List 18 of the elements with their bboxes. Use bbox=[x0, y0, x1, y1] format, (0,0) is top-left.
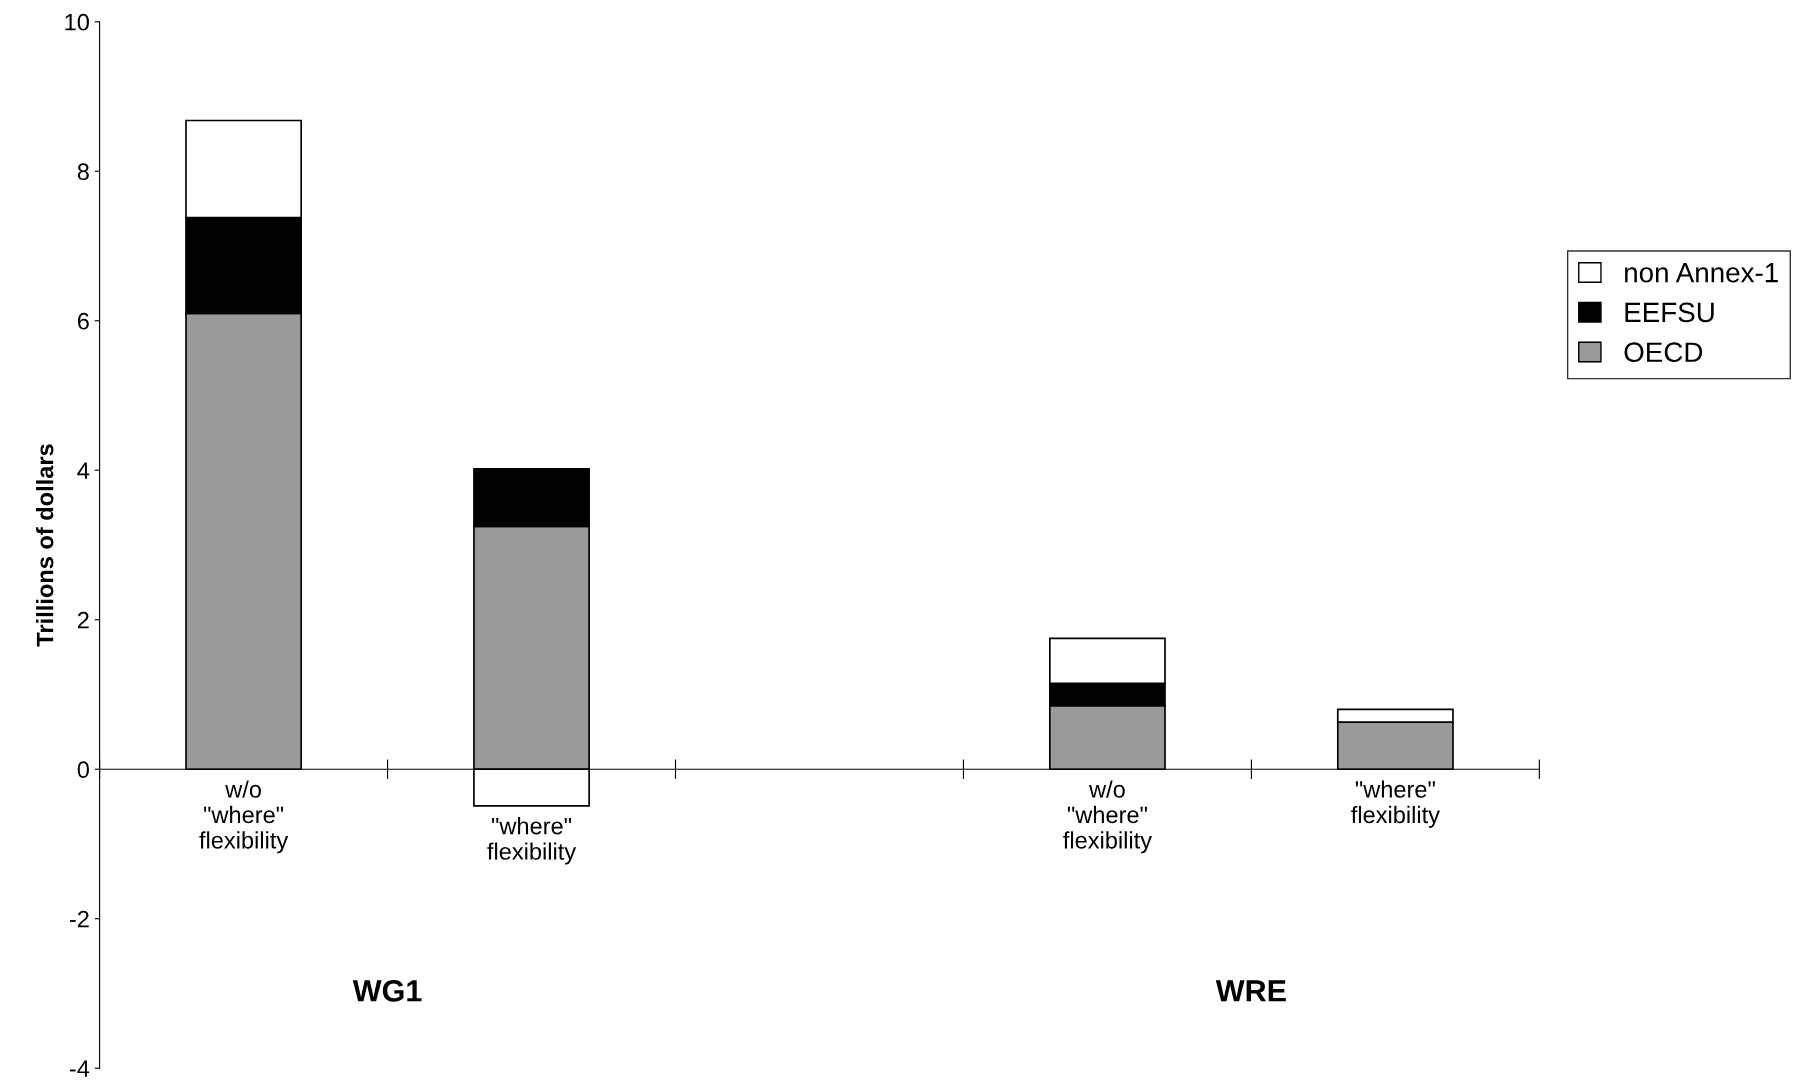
annotation: WRE bbox=[1215, 980, 1286, 1002]
y-axis-title: Trillions of dollars bbox=[36, 444, 54, 647]
x-tick-label: w/o "where" flexibility bbox=[1063, 780, 1152, 854]
legend-label: OECD bbox=[1624, 342, 1703, 363]
x-tick-label: "where" flexibility bbox=[1351, 780, 1440, 828]
legend-label: EEFSU bbox=[1625, 302, 1714, 323]
y-tick-label: -4 bbox=[69, 1060, 90, 1077]
annotation: WG1 bbox=[352, 980, 422, 1002]
y-tick-label: 2 bbox=[77, 611, 89, 629]
legend-label: non Annex-1 bbox=[1625, 263, 1778, 283]
y-tick-label: 6 bbox=[77, 312, 89, 330]
x-tick-label: w/o "where" flexibility bbox=[199, 780, 289, 854]
y-tick-label: -2 bbox=[69, 910, 89, 928]
y-tick-label: 8 bbox=[77, 163, 89, 181]
x-tick-label: "where" flexibility bbox=[487, 817, 577, 865]
y-tick-label: 10 bbox=[65, 13, 89, 31]
y-tick-label: 0 bbox=[77, 761, 89, 779]
y-tick-label: 4 bbox=[77, 462, 90, 479]
